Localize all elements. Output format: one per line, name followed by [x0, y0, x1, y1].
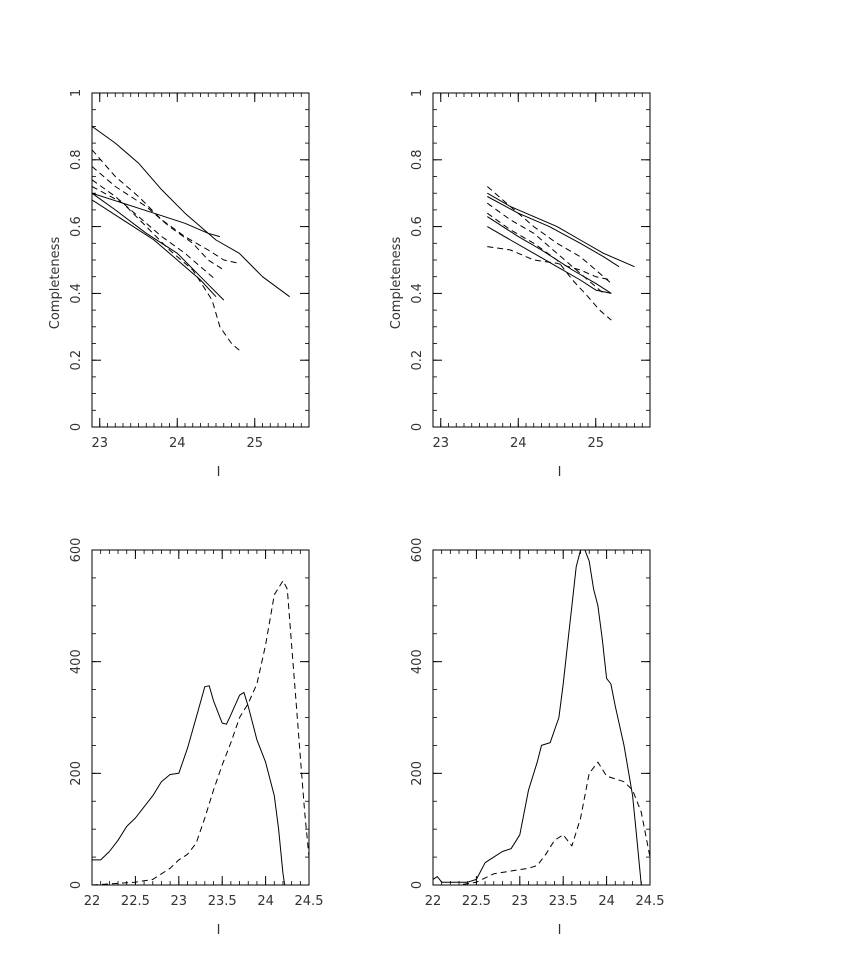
- y-axis-label: Completeness: [48, 237, 63, 330]
- y-tick-label: 0: [69, 423, 84, 431]
- y-tick-label: 0.6: [69, 216, 84, 237]
- x-tick-label: 24: [510, 436, 527, 451]
- y-tick-label: 600: [410, 538, 425, 563]
- x-axis-label: I: [558, 923, 562, 938]
- series-line-7-dashed: [487, 212, 612, 321]
- y-tick-label: 600: [69, 538, 84, 563]
- y-tick-label: 0: [410, 881, 425, 889]
- series-line-1-solid: [433, 550, 642, 885]
- series-line-8-dashed: [487, 246, 612, 281]
- x-tick-label: 24: [598, 894, 615, 909]
- plot-frame: [91, 92, 310, 428]
- x-tick-label: 24.5: [295, 894, 324, 909]
- y-tick-label: 0.8: [69, 149, 84, 170]
- x-tick-label: 25: [246, 436, 263, 451]
- x-tick-label: 23.5: [208, 894, 237, 909]
- series-line-1-solid: [92, 125, 290, 298]
- y-tick-label: 0.2: [69, 350, 84, 371]
- series-line-5-dashed: [92, 149, 240, 264]
- x-tick-label: 23: [512, 894, 529, 909]
- series-line-2-solid: [487, 196, 620, 268]
- y-tick-label: 200: [69, 761, 84, 786]
- y-tick-label: 1: [410, 89, 425, 97]
- x-tick-label: 23: [432, 436, 449, 451]
- y-tick-label: 0: [410, 423, 425, 431]
- series-line-2-dashed: [92, 580, 309, 885]
- y-tick-label: 0.2: [410, 350, 425, 371]
- plot-frame: [91, 549, 310, 886]
- y-tick-label: 400: [69, 649, 84, 674]
- x-tick-label: 22: [84, 894, 101, 909]
- x-axis-label: I: [558, 465, 562, 480]
- series-line-6-dashed: [487, 202, 604, 294]
- x-tick-label: 24: [169, 436, 186, 451]
- y-tick-label: 0.6: [410, 216, 425, 237]
- x-tick-label: 22: [425, 894, 442, 909]
- x-axis-label: I: [217, 923, 221, 938]
- x-tick-label: 25: [587, 436, 604, 451]
- plot-frame: [432, 92, 651, 428]
- x-tick-label: 23: [91, 436, 108, 451]
- chart-panel-4: 22 22.5 23 23.5 24 24.5 0 200 400 600 I: [410, 538, 664, 938]
- chart-panel-3: 22 22.5 23 23.5 24 24.5 0 200 400 600 I: [69, 538, 323, 938]
- series-line-1-solid: [92, 685, 286, 885]
- x-tick-label: 23: [171, 894, 188, 909]
- series-line-4-solid: [92, 199, 217, 298]
- x-tick-label: 23.5: [549, 894, 578, 909]
- y-tick-label: 400: [410, 649, 425, 674]
- series-line-2-dashed: [433, 761, 650, 885]
- y-tick-label: 200: [410, 761, 425, 786]
- series-line-8-dashed: [92, 186, 240, 351]
- x-tick-label: 22.5: [121, 894, 150, 909]
- y-tick-label: 1: [69, 89, 84, 97]
- x-tick-label: 24.5: [636, 894, 665, 909]
- series-line-5-dashed: [486, 186, 612, 284]
- y-axis-label: Completeness: [389, 237, 404, 330]
- x-axis-label: I: [217, 465, 221, 480]
- x-tick-label: 24: [257, 894, 274, 909]
- series-line-4-solid: [487, 226, 612, 294]
- y-tick-label: 0.4: [69, 283, 84, 304]
- series-line-6-dashed: [92, 166, 225, 271]
- chart-panel-2: 23 24 25 0 0.2 0.4 0.6 0.8 1 I Completeness: [389, 89, 651, 480]
- series-line-7-dashed: [92, 179, 217, 281]
- y-tick-label: 0.4: [410, 283, 425, 304]
- series-line-1-solid: [487, 192, 635, 268]
- x-tick-label: 22.5: [462, 894, 491, 909]
- series-line-2-solid: [92, 192, 221, 238]
- chart-panel-1: 23 24 25 0 0.2 0.4 0.6 0.8 1 I Completeness: [48, 89, 310, 480]
- y-tick-label: 0.8: [410, 149, 425, 170]
- series-line-3-solid: [92, 192, 225, 301]
- y-tick-label: 0: [69, 881, 84, 889]
